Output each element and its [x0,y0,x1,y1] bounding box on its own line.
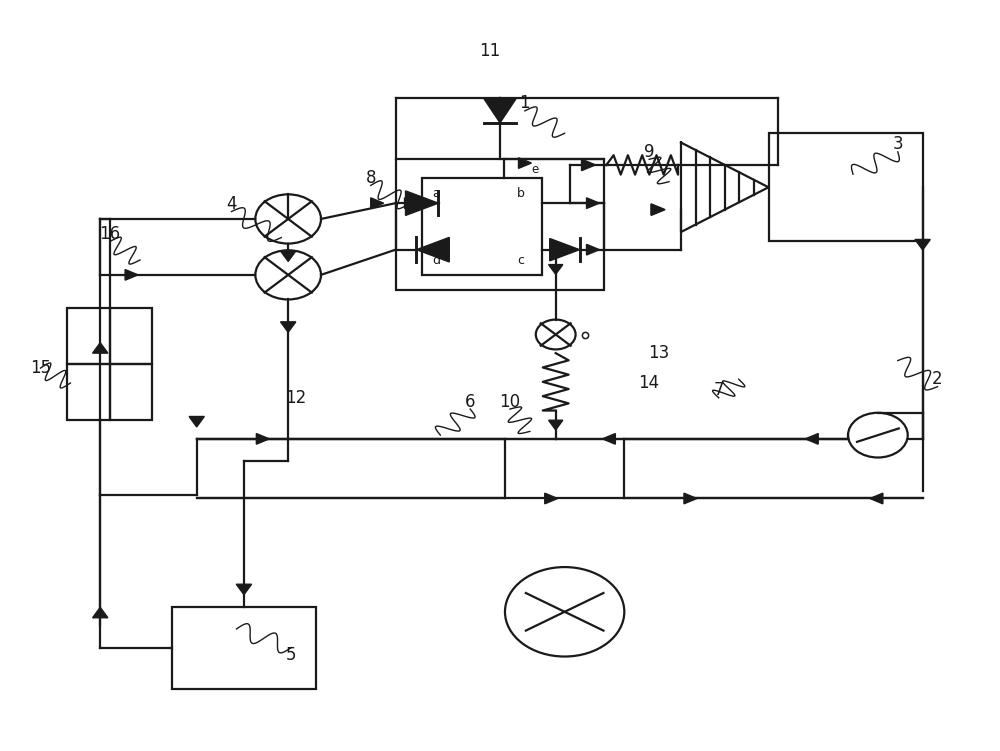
Polygon shape [651,204,665,216]
Polygon shape [93,342,108,353]
Polygon shape [870,493,883,504]
Bar [396,159,604,290]
Polygon shape [93,608,108,618]
Text: 5: 5 [286,646,296,664]
Bar [172,607,316,689]
Polygon shape [405,198,417,209]
Polygon shape [416,237,449,262]
Polygon shape [805,433,818,444]
Polygon shape [651,204,664,215]
Text: c: c [517,255,524,267]
Polygon shape [684,493,697,504]
Bar [110,309,152,364]
Text: 4: 4 [226,195,237,213]
Text: 16: 16 [100,225,121,243]
Text: 7: 7 [714,382,724,400]
Polygon shape [582,159,595,170]
Polygon shape [518,158,531,168]
Polygon shape [549,264,563,274]
Text: 1: 1 [520,95,530,113]
Text: 12: 12 [286,389,307,407]
Text: 3: 3 [892,135,903,153]
Text: d: d [432,255,440,267]
Text: 14: 14 [639,374,660,392]
Polygon shape [681,143,769,232]
Polygon shape [236,584,252,595]
Text: 6: 6 [465,393,475,411]
Text: 10: 10 [499,393,521,411]
Bar [110,364,152,421]
Polygon shape [189,417,204,427]
Text: 9: 9 [644,143,654,161]
Bar [67,364,110,421]
Text: 15: 15 [30,359,51,377]
Polygon shape [549,421,563,430]
Polygon shape [281,251,296,261]
Text: 13: 13 [648,344,670,362]
Polygon shape [484,98,516,123]
Text: 8: 8 [365,169,376,187]
Bar [67,309,110,364]
Polygon shape [406,191,438,216]
Polygon shape [281,322,296,332]
Text: 11: 11 [479,42,501,60]
Polygon shape [550,239,580,261]
Polygon shape [545,493,558,504]
Polygon shape [587,244,599,255]
Polygon shape [125,270,138,280]
Polygon shape [915,240,930,250]
Text: b: b [517,187,525,200]
Text: e: e [532,163,539,176]
Polygon shape [371,198,384,209]
Text: 2: 2 [932,370,943,388]
Text: a: a [432,187,440,200]
Polygon shape [587,198,599,209]
Bar [769,133,923,241]
Polygon shape [602,433,615,444]
Polygon shape [256,433,269,444]
Bar [422,178,542,275]
